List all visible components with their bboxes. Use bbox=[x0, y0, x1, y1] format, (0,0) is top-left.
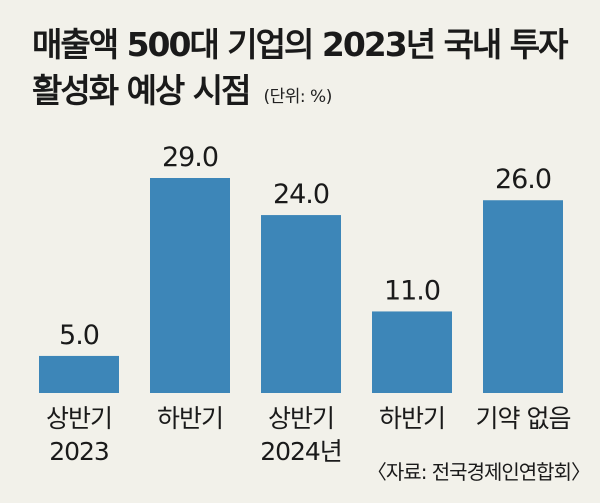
value-label-0: 5.0 bbox=[59, 320, 99, 351]
category-label-0-1: 2023 bbox=[49, 437, 109, 466]
bar-3 bbox=[372, 311, 452, 393]
category-label-2-1: 2024년 bbox=[260, 437, 342, 466]
category-label-3-0: 하반기 bbox=[379, 404, 445, 433]
category-label-1-0: 하반기 bbox=[157, 404, 223, 433]
value-label-3: 11.0 bbox=[384, 275, 440, 306]
bar-0 bbox=[39, 355, 119, 393]
chart-title-line2-text: 활성화 예상 시점 bbox=[32, 71, 251, 110]
chart-title: 매출액 500대 기업의 2023년 국내 투자 활성화 예상 시점 (단위: %… bbox=[32, 22, 592, 120]
bar-1 bbox=[150, 178, 230, 393]
bar-2 bbox=[261, 215, 341, 393]
chart-title-line2: 활성화 예상 시점 (단위: %) bbox=[32, 68, 592, 120]
value-label-2: 24.0 bbox=[273, 179, 329, 210]
unit-label: (단위: %) bbox=[263, 87, 333, 107]
chart-title-line1: 매출액 500대 기업의 2023년 국내 투자 bbox=[32, 25, 569, 64]
category-label-0-0: 상반기 bbox=[46, 404, 112, 433]
category-label-2-0: 상반기 bbox=[268, 404, 334, 433]
source-note: 〈자료: 전국경제인연합회〉 bbox=[366, 460, 591, 484]
bar-4 bbox=[483, 200, 563, 393]
value-label-4: 26.0 bbox=[495, 164, 551, 195]
category-label-4-0: 기약 없음 bbox=[476, 404, 571, 433]
value-label-1: 29.0 bbox=[162, 142, 218, 173]
